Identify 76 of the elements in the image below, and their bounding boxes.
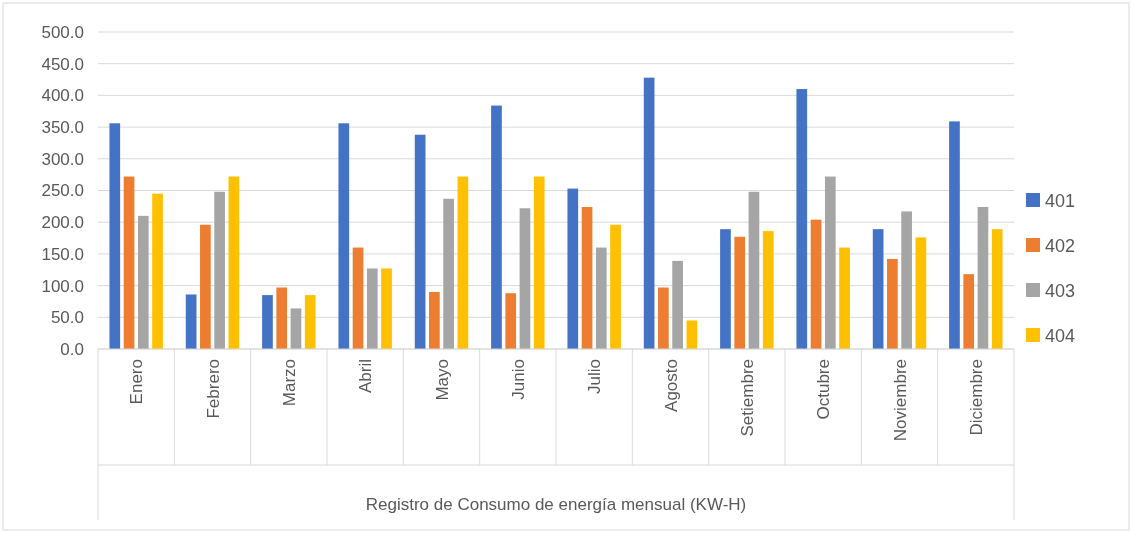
legend-label: 403 xyxy=(1045,281,1076,301)
bar xyxy=(887,258,898,349)
y-tick-label: 250.0 xyxy=(41,181,84,201)
bar xyxy=(519,208,531,349)
bar xyxy=(276,287,288,349)
bar xyxy=(414,134,426,349)
bar xyxy=(610,224,621,349)
bar xyxy=(443,198,454,349)
x-tick-label: Abril xyxy=(356,359,376,394)
bar xyxy=(109,123,121,349)
y-tick-label: 450.0 xyxy=(41,54,84,74)
bar xyxy=(304,295,316,349)
bar xyxy=(963,274,975,349)
x-tick-label: Junio xyxy=(508,359,528,400)
bar xyxy=(991,229,1003,349)
legend-label: 402 xyxy=(1045,236,1076,256)
y-tick-label: 150.0 xyxy=(41,244,84,264)
bar xyxy=(672,260,683,349)
bar xyxy=(352,247,364,349)
bar xyxy=(290,308,302,349)
y-tick-label: 300.0 xyxy=(41,149,84,169)
bar xyxy=(185,294,197,349)
bar xyxy=(533,176,545,349)
x-axis-title: Registro de Consumo de energía mensual (KW-H) xyxy=(365,495,747,514)
bar xyxy=(366,268,378,349)
bar xyxy=(839,247,850,349)
bar xyxy=(262,295,273,349)
y-tick-label: 100.0 xyxy=(41,276,84,296)
y-tick-label: 500.0 xyxy=(41,22,84,42)
x-tick-label: Julio xyxy=(585,359,605,394)
bar xyxy=(123,176,135,349)
y-tick-label: 400.0 xyxy=(41,86,84,106)
bar xyxy=(658,287,669,349)
legend-label: 404 xyxy=(1045,326,1076,346)
bar xyxy=(872,229,884,349)
y-tick-label: 0.0 xyxy=(60,339,84,359)
bar xyxy=(686,320,698,349)
bar xyxy=(137,215,149,349)
bar xyxy=(720,229,731,349)
x-tick-label: Agosto xyxy=(661,359,681,412)
bar xyxy=(748,191,760,349)
bar xyxy=(810,219,822,349)
bar xyxy=(734,236,746,349)
bar xyxy=(152,193,163,349)
bar xyxy=(643,77,655,349)
bar xyxy=(824,176,836,349)
bar xyxy=(595,247,607,349)
bar xyxy=(491,105,502,349)
y-tick-label: 350.0 xyxy=(41,118,84,138)
bar xyxy=(796,89,808,349)
bar xyxy=(915,237,927,349)
legend-label: 401 xyxy=(1045,191,1076,211)
x-tick-label: Mayo xyxy=(432,359,452,401)
y-tick-label: 200.0 xyxy=(41,213,84,233)
bar xyxy=(200,224,211,349)
y-tick-label: 50.0 xyxy=(50,308,84,328)
bar xyxy=(381,268,392,349)
bar xyxy=(505,293,517,349)
x-tick-label: Febrero xyxy=(203,359,223,419)
x-tick-label: Noviembre xyxy=(890,359,910,442)
bar xyxy=(457,176,469,349)
bar xyxy=(338,123,350,349)
x-tick-label: Marzo xyxy=(279,359,299,407)
x-tick-label: Setiembre xyxy=(737,359,757,437)
bar xyxy=(429,291,440,349)
bar xyxy=(214,191,225,349)
bar xyxy=(901,211,912,349)
x-tick-label: Enero xyxy=(127,359,147,405)
bar xyxy=(581,206,593,349)
bar xyxy=(977,206,989,349)
x-tick-label: Octubre xyxy=(814,359,834,420)
x-tick-label: Diciembre xyxy=(966,359,986,436)
bar xyxy=(228,176,240,349)
bar xyxy=(567,188,579,349)
bar xyxy=(949,121,960,349)
bar xyxy=(762,231,774,349)
